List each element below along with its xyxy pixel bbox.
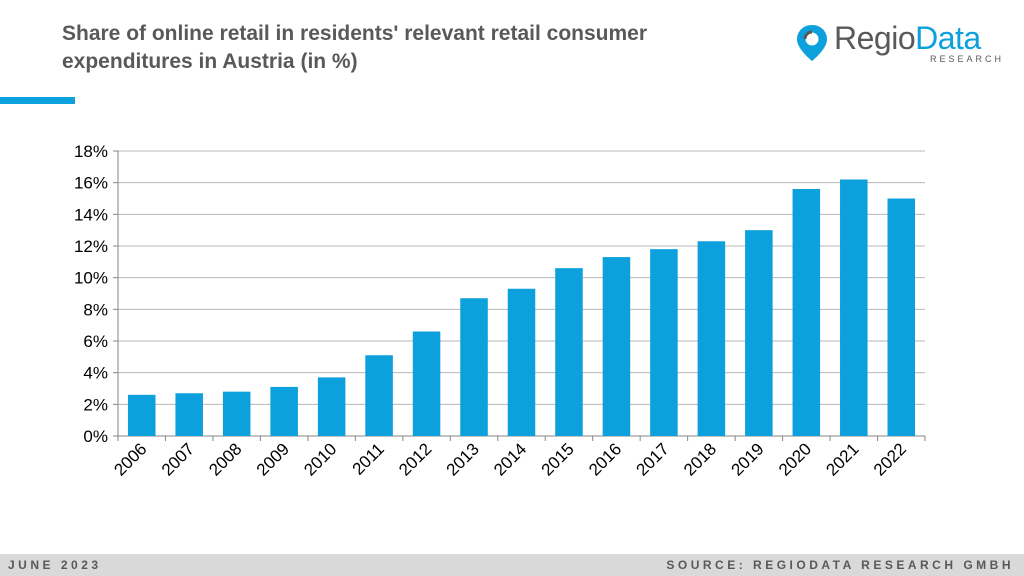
- y-tick-label: 12%: [74, 237, 108, 256]
- bar-2013: [460, 298, 488, 436]
- x-tick-label: 2011: [349, 439, 388, 478]
- accent-bar: [0, 97, 75, 104]
- y-tick-label: 16%: [74, 174, 108, 193]
- bar-2017: [650, 249, 678, 436]
- x-tick-label: 2009: [253, 439, 293, 479]
- bar-2008: [222, 391, 251, 436]
- footer-bar: JUNE 2023 SOURCE: REGIODATA RESEARCH GMB…: [0, 554, 1024, 576]
- x-tick-label: 2017: [633, 439, 673, 479]
- x-tick-label: 2013: [443, 439, 483, 479]
- x-tick-label: 2019: [727, 439, 767, 479]
- bar-2009: [270, 386, 298, 436]
- bar-2011: [365, 355, 393, 436]
- bar-chart: 0% 2% 4% 6% 8% 10% 12% 14% 16% 18% 2006 2007 2008 200…: [74, 142, 926, 480]
- x-tick-label: 2018: [680, 439, 720, 479]
- bar-2019: [745, 230, 773, 436]
- bar-2007: [175, 393, 203, 436]
- footer-date: JUNE 2023: [8, 558, 102, 572]
- bar-2016: [602, 257, 631, 436]
- x-tick-label: 2008: [205, 439, 245, 479]
- bar-2018: [697, 241, 726, 436]
- x-tick-label: 2006: [110, 439, 150, 479]
- bar-2014: [507, 288, 536, 436]
- y-tick-label: 8%: [83, 300, 108, 319]
- y-tick-label: 4%: [83, 364, 108, 383]
- x-tick-label: 2012: [395, 439, 435, 479]
- bar-2022: [887, 198, 916, 436]
- y-tick-label: 0%: [83, 427, 108, 446]
- y-tick-label: 2%: [83, 395, 108, 414]
- logo-text-main: Regio: [834, 20, 916, 56]
- x-tick-label: 2015: [538, 439, 578, 479]
- x-tick-label: 2020: [775, 439, 815, 479]
- bar-2021: [840, 179, 868, 436]
- y-tick-label: 10%: [74, 269, 108, 288]
- x-tick-label: 2016: [585, 439, 625, 479]
- x-tick-label: 2014: [490, 439, 530, 479]
- x-tick-label: 2021: [822, 439, 862, 479]
- logo-text-accent: Data: [915, 20, 981, 56]
- x-tick-label: 2022: [870, 439, 910, 479]
- logo-wordmark: RegioData: [834, 20, 981, 57]
- location-pin-icon: [797, 25, 827, 61]
- footer-source: SOURCE: REGIODATA RESEARCH GMBH: [666, 558, 1014, 572]
- bar-2010: [317, 377, 346, 436]
- regiodata-logo: RegioData RESEARCH: [796, 20, 1006, 68]
- bar-2020: [792, 189, 821, 436]
- chart-title: Share of online retail in residents' rel…: [62, 22, 648, 73]
- x-tick-label: 2007: [158, 439, 198, 479]
- y-tick-label: 18%: [74, 142, 108, 161]
- y-tick-label: 6%: [83, 332, 108, 351]
- bar-2015: [555, 268, 583, 436]
- bar-2006: [127, 394, 156, 436]
- logo-subtext: RESEARCH: [930, 54, 1005, 64]
- x-tick-label: 2010: [300, 439, 340, 479]
- y-tick-label: 14%: [74, 205, 108, 224]
- bar-2012: [412, 331, 441, 436]
